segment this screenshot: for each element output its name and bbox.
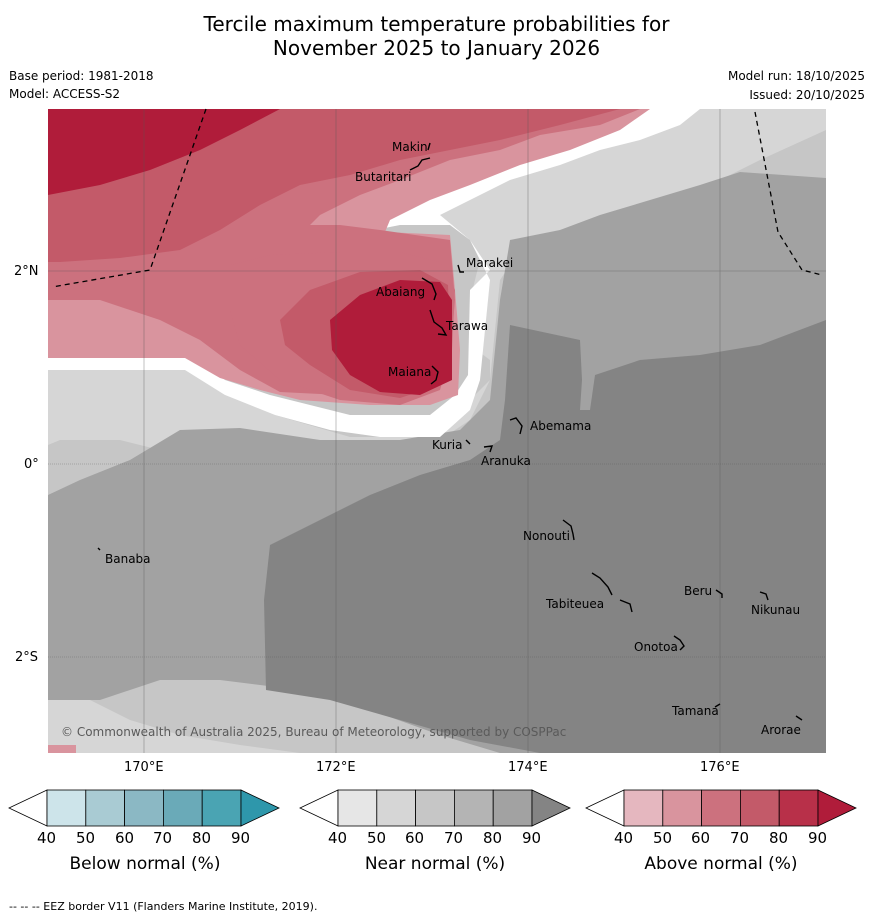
below-colorbar-segment-1: [46, 789, 87, 827]
near-tick-70: 70: [444, 829, 464, 847]
below-colorbar-segment-3: [124, 789, 164, 827]
above-colorbar-segment-3: [701, 789, 741, 827]
below-tick-80: 80: [192, 829, 212, 847]
below-tick-50: 50: [76, 829, 96, 847]
near-normal-dark-region: [264, 320, 826, 753]
above-colorbar-low-extension: [585, 789, 625, 827]
below-colorbar-segment-5: [201, 789, 242, 827]
near-colorbar-segment-4: [453, 789, 494, 827]
above-tick-90: 90: [808, 829, 828, 847]
title-line-2: November 2025 to January 2026: [272, 36, 601, 60]
near-tick-40: 40: [328, 829, 348, 847]
below-tick-90: 90: [231, 829, 251, 847]
above-normal-corner: [48, 745, 76, 753]
above-normal-label: Above normal (%): [644, 854, 798, 874]
near-colorbar-segment-5: [492, 789, 533, 827]
below-colorbar-low-extension: [8, 789, 48, 827]
above-tick-70: 70: [730, 829, 750, 847]
above-normal-tarawa-90: [330, 280, 452, 395]
model-run: Model run: 18/10/2025: [727, 69, 865, 83]
above-colorbar-segment-5: [778, 789, 819, 827]
island-label-nikunau: Nikunau: [751, 603, 801, 617]
island-label-makin: Makin: [392, 140, 428, 154]
chart-title: Tercile maximum temperature probabilitie…: [0, 12, 873, 60]
island-label-butaritari: Butaritari: [355, 170, 412, 184]
model-name: Model: ACCESS-S2: [9, 87, 121, 101]
island-label-maiana: Maiana: [388, 365, 432, 379]
lon-tick-170e: 170°E: [124, 760, 164, 775]
title-line-1: Tercile maximum temperature probabilitie…: [203, 12, 670, 36]
above-tick-80: 80: [769, 829, 789, 847]
near-colorbar: [299, 789, 571, 827]
above-colorbar-segment-2: [662, 789, 702, 827]
base-period: Base period: 1981-2018: [9, 69, 154, 83]
below-tick-60: 60: [115, 829, 135, 847]
island-label-tabiteuea: Tabiteuea: [546, 597, 605, 611]
lon-tick-172e: 172°E: [316, 760, 356, 775]
island-label-nonouti: Nonouti: [523, 529, 570, 543]
gridlines: [48, 109, 826, 753]
map-fill: [48, 109, 826, 753]
near-colorbar-high-extension: [531, 789, 571, 827]
island-label-abemama: Abemama: [530, 419, 592, 433]
above-colorbar-high-extension: [817, 789, 857, 827]
near-colorbar-segment-3: [415, 789, 455, 827]
near-normal-light-band: [48, 109, 826, 470]
island-label-beru: Beru: [684, 584, 713, 598]
island-label-marakei: Marakei: [466, 256, 514, 270]
near-colorbar-low-extension: [299, 789, 339, 827]
below-tick-40: 40: [37, 829, 57, 847]
island-label-kuria: Kuria: [432, 438, 463, 452]
near-tick-50: 50: [367, 829, 387, 847]
above-colorbar-segment-4: [740, 789, 780, 827]
island-outlines: [97, 142, 803, 721]
below-tick-70: 70: [153, 829, 173, 847]
near-normal-label: Near normal (%): [364, 854, 506, 874]
above-normal-90-north: [48, 109, 280, 195]
colorbar-group: [8, 789, 857, 827]
lon-tick-174e: 174°E: [508, 760, 548, 775]
island-label-abaiang: Abaiang: [376, 285, 426, 299]
above-tick-60: 60: [691, 829, 711, 847]
above-colorbar-segment-1: [623, 789, 664, 827]
lat-tick-2s: 2°S: [15, 650, 39, 665]
copyright-notice: © Commonwealth of Australia 2025, Bureau…: [61, 725, 567, 739]
lat-tick-0: 0°: [24, 457, 39, 472]
island-label-tamana: Tamana: [672, 704, 719, 718]
above-tick-40: 40: [614, 829, 634, 847]
below-normal-label: Below normal (%): [69, 854, 221, 874]
issued-date: Issued: 20/10/2025: [749, 88, 865, 102]
island-label-aranuka: Aranuka: [481, 454, 531, 468]
island-label-onotoa: Onotoa: [634, 640, 678, 654]
eez-footer-note: -- -- -- EEZ border V11 (Flanders Marine…: [9, 900, 318, 913]
near-tick-60: 60: [405, 829, 425, 847]
above-colorbar: [585, 789, 857, 827]
below-colorbar-segment-4: [162, 789, 203, 827]
lat-tick-2n: 2°N: [14, 264, 39, 279]
island-label-banaba: Banaba: [105, 552, 151, 566]
lon-tick-176e: 176°E: [700, 760, 740, 775]
above-tick-50: 50: [653, 829, 673, 847]
below-colorbar-high-extension: [240, 789, 280, 827]
island-label-tarawa: Tarawa: [446, 319, 489, 333]
near-tick-90: 90: [522, 829, 542, 847]
near-colorbar-segment-2: [376, 789, 416, 827]
near-normal-light-sw: [48, 688, 300, 753]
near-tick-80: 80: [483, 829, 503, 847]
island-label-arorae: Arorae: [761, 723, 801, 737]
below-colorbar-segment-2: [85, 789, 126, 827]
near-colorbar-segment-1: [337, 789, 378, 827]
eez-borders: [51, 108, 823, 288]
below-colorbar: [8, 789, 280, 827]
